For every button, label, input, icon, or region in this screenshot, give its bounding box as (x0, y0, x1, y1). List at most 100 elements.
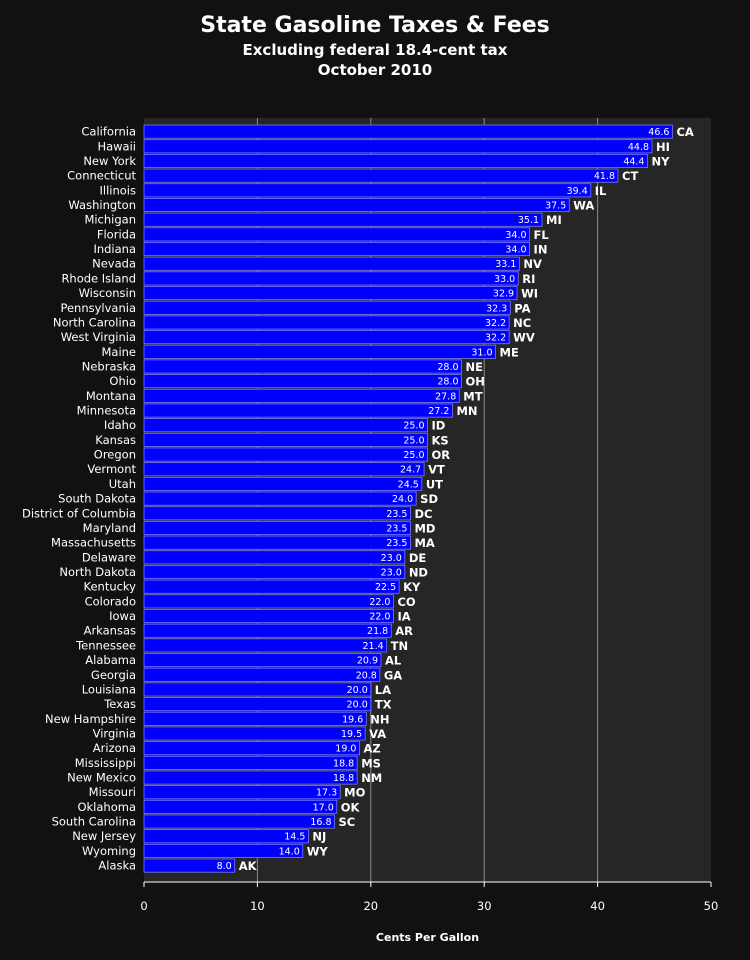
bar (143, 242, 530, 257)
bar-value-label: 22.5 (375, 582, 396, 593)
state-abbreviation-label: MI (546, 213, 562, 227)
bar (143, 755, 358, 770)
bar (143, 799, 338, 814)
state-abbreviation-label: AZ (363, 742, 380, 756)
y-tick-label: New Jersey (72, 829, 136, 843)
state-abbreviation-label: RI (522, 272, 535, 286)
y-tick-label: Minnesota (77, 404, 136, 418)
state-abbreviation-label: FL (534, 228, 550, 242)
bar (143, 814, 335, 829)
bar (143, 741, 360, 756)
y-tick-label: North Dakota (59, 565, 136, 579)
state-abbreviation-label: GA (384, 668, 402, 682)
state-abbreviation-label: PA (514, 301, 530, 315)
bar (143, 565, 406, 580)
state-abbreviation-label: WY (307, 844, 329, 858)
bar (143, 227, 530, 242)
bar (143, 388, 460, 403)
bar-value-label: 14.5 (284, 832, 305, 843)
y-tick-label: California (81, 125, 136, 139)
y-tick-label: Wyoming (82, 844, 136, 858)
state-abbreviation-label: MS (361, 756, 381, 770)
y-tick-label: Louisiana (82, 682, 136, 696)
state-abbreviation-label: MD (414, 521, 435, 535)
bar-value-label: 46.6 (648, 127, 669, 138)
bar-value-label: 32.9 (493, 289, 514, 300)
bar (143, 447, 428, 462)
bar (143, 124, 673, 139)
bar-value-label: 17.0 (313, 802, 334, 813)
state-abbreviation-label: KS (432, 433, 449, 447)
chart-header: State Gasoline Taxes & Fees Excluding fe… (0, 12, 750, 80)
state-abbreviation-label: DE (409, 551, 427, 565)
bar (143, 829, 309, 844)
bar (143, 770, 358, 785)
y-tick-label: Arkansas (84, 624, 136, 638)
bar-value-label: 8.0 (217, 861, 232, 872)
bar (143, 212, 543, 227)
y-tick-label: Colorado (85, 594, 136, 608)
bar (143, 682, 372, 697)
y-tick-label: Illinois (100, 183, 137, 197)
x-tick-label: 50 (704, 899, 719, 913)
bar-value-label: 34.0 (505, 245, 526, 256)
state-abbreviation-label: CA (676, 125, 693, 139)
state-abbreviation-label: ND (409, 566, 428, 580)
bar (143, 330, 510, 345)
bar-value-label: 18.8 (333, 773, 354, 784)
bar-value-label: 25.0 (403, 435, 424, 446)
bar-value-label: 28.0 (437, 377, 458, 388)
bar-value-label: 34.0 (505, 230, 526, 241)
bar-value-label: 16.8 (310, 817, 331, 828)
bar (143, 506, 411, 521)
bar (143, 858, 236, 873)
state-abbreviation-label: OH (466, 375, 485, 389)
state-abbreviation-label: VA (369, 727, 386, 741)
y-tick-label: Mississippi (75, 756, 136, 770)
bar-value-label: 21.4 (363, 641, 384, 652)
state-abbreviation-label: IN (534, 243, 548, 257)
chart-subtitle-1: Excluding federal 18.4-cent tax (242, 41, 508, 59)
y-tick-label: Texas (103, 697, 136, 711)
bar (143, 476, 423, 491)
state-abbreviation-label: NH (370, 712, 389, 726)
state-abbreviation-label: NC (513, 316, 531, 330)
bar-value-label: 31.0 (471, 347, 492, 358)
state-abbreviation-label: NY (651, 154, 670, 168)
bar (143, 711, 367, 726)
chart-title: State Gasoline Taxes & Fees (200, 13, 550, 38)
bar-value-label: 32.2 (485, 333, 506, 344)
bar-value-label: 24.0 (392, 494, 413, 505)
y-tick-label: Tennessee (75, 638, 136, 652)
bar-value-label: 44.4 (623, 156, 644, 167)
bar (143, 594, 394, 609)
bar-value-label: 33.1 (495, 259, 516, 270)
bar (143, 726, 366, 741)
x-tick-label: 0 (140, 899, 147, 913)
bar-value-label: 18.8 (333, 758, 354, 769)
y-tick-label: Utah (109, 477, 136, 491)
x-tick-label: 10 (250, 899, 265, 913)
bar-value-label: 28.0 (437, 362, 458, 373)
bar-value-label: 22.0 (369, 597, 390, 608)
bar (143, 197, 570, 212)
bar (143, 300, 511, 315)
bar (143, 432, 428, 447)
state-abbreviation-label: MO (344, 786, 365, 800)
bar-value-label: 33.0 (494, 274, 515, 285)
y-tick-label: New York (83, 154, 136, 168)
bar (143, 286, 518, 301)
bar (143, 139, 653, 154)
state-abbreviation-label: CO (397, 595, 415, 609)
bar-value-label: 41.8 (594, 171, 615, 182)
bar-value-label: 23.0 (381, 553, 402, 564)
y-tick-label: Missouri (89, 785, 136, 799)
state-abbreviation-label: UT (426, 477, 443, 491)
bar (143, 153, 648, 168)
bar-value-label: 23.5 (386, 523, 407, 534)
y-tick-label: New Hampshire (45, 712, 136, 726)
y-tick-label: South Dakota (58, 492, 136, 506)
y-tick-label: Massachusetts (51, 536, 136, 550)
bar (143, 359, 462, 374)
state-abbreviation-label: MN (456, 404, 477, 418)
